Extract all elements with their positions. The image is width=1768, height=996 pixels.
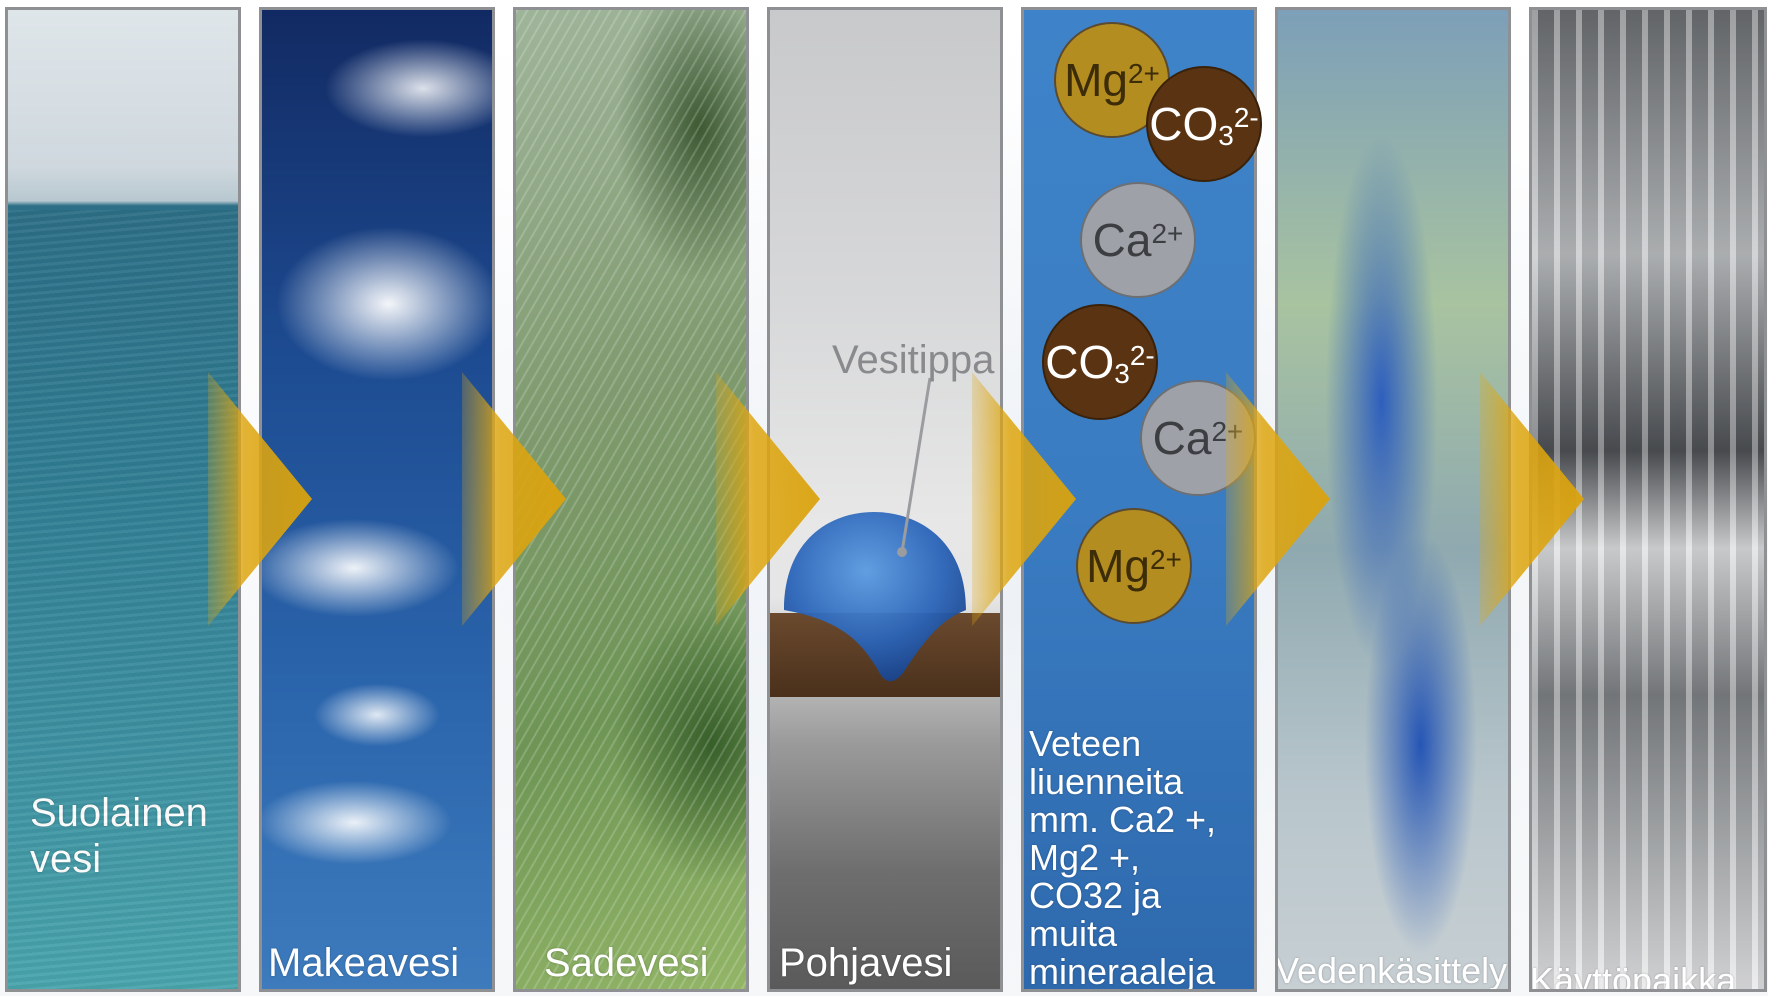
panel-salt-water: Suolainen vesi [5,7,241,992]
water-treatment-label: Vedenkäsittely [1275,950,1508,991]
ion-subscript: 3 [1218,120,1234,151]
ion-charge: 2+ [1151,218,1184,249]
minerals-description: Veteen liuenneita mm. Ca2 +, Mg2 +, CO32… [1029,723,1217,992]
description-line: muita [1029,913,1118,954]
water-droplet-shape [784,512,966,682]
description-line: mm. Ca2 +, [1029,799,1217,840]
droplet-pointer-line [900,377,932,553]
fresh-water-label: Makeavesi [268,941,460,985]
groundwater-label: Pohjavesi [779,941,953,985]
ion-carbonate: CO 3 2- [1146,66,1262,182]
ion-magnesium: Mg 2+ [1054,22,1170,138]
droplet-pointer-dot [897,547,907,557]
ion-magnesium: Mg 2+ [1076,508,1192,624]
ion-charge: 2+ [1127,58,1160,89]
description-line: CO32 ja [1029,875,1162,916]
rain-water-label: Sadevesi [544,941,709,985]
description-line: Veteen [1029,723,1142,764]
ion-charge: 2- [1129,340,1155,371]
ion-symbol: Ca [1092,214,1152,266]
ion-symbol: Mg [1064,54,1128,106]
ion-subscript: 3 [1114,358,1130,389]
description-line: liuenneita [1029,761,1184,802]
ion-carbonate: CO 3 2- [1042,304,1158,420]
ion-symbol: Ca [1152,412,1212,464]
droplet-label: Vesitippa [832,338,995,382]
ion-charge: 2- [1233,102,1259,133]
ion-charge: 2+ [1149,544,1182,575]
ion-symbol: CO [1149,98,1219,150]
description-line: mineraaleja [1029,951,1216,992]
description-line: Mg2 +, [1029,837,1141,878]
ion-symbol: Mg [1086,540,1150,592]
point-of-use-label: Käyttöpaikka [1530,960,1737,992]
ion-symbol: CO [1045,336,1115,388]
